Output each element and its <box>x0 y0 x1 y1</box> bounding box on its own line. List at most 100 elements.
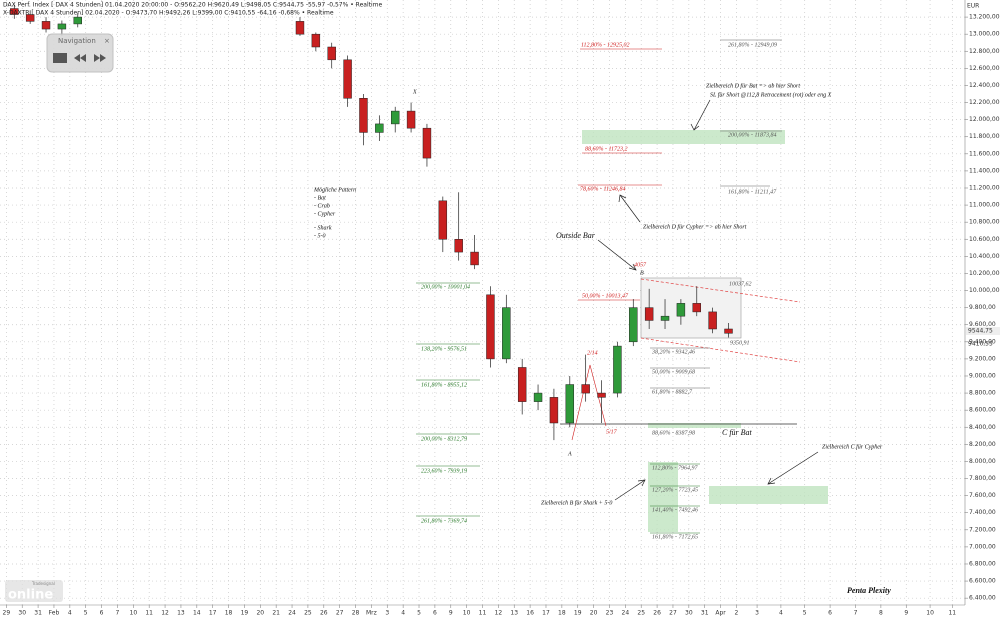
candle-body <box>581 384 590 394</box>
fib-label: 161,80% - 7172,65 <box>652 534 698 540</box>
x-tick-label: 10 <box>463 610 471 617</box>
x-tick-label: 4 <box>779 610 783 617</box>
x-tick-label: 4 <box>68 610 72 617</box>
annotation: 5/17 <box>606 429 618 435</box>
candle-body <box>10 8 19 15</box>
annotation: 4057 <box>634 261 647 268</box>
candle-body <box>454 239 463 253</box>
annotations: X Mögliche Pattern - Bat - Crab - Cypher… <box>313 41 891 594</box>
y-tick-label: 7.600,00 <box>969 492 996 499</box>
x-tick-label: 12 <box>161 610 169 617</box>
x-tick-label: 27 <box>336 610 344 617</box>
y-tick-label: 8.800,00 <box>969 390 996 397</box>
y-tick-label: 12.400,00 <box>969 82 1000 89</box>
grid-icon[interactable] <box>53 53 67 63</box>
x-tick-label: 12 <box>495 610 503 617</box>
y-tick-label: 9.200,00 <box>969 355 996 362</box>
x-tick-label: 28 <box>352 610 360 617</box>
x-tick-label: 27 <box>669 610 677 617</box>
back-icon[interactable] <box>74 54 86 62</box>
y-tick-label: 7.800,00 <box>969 475 996 482</box>
x-tick-label: 11 <box>145 610 153 617</box>
fib-label: 200,00% - 11873,84 <box>728 131 777 138</box>
fib-label: 50,00% - 9009,68 <box>652 369 695 375</box>
candle-body <box>25 14 35 22</box>
candle-body <box>57 23 67 30</box>
logo-text: Tradesignal <box>31 581 55 586</box>
y-tick-label: 13.000,00 <box>969 31 1000 38</box>
logo: Tradesignal online <box>5 580 63 603</box>
y-tick-label: 6.800,00 <box>969 560 996 567</box>
x-tick-label: 25 <box>304 610 312 617</box>
x-tick-label: 7 <box>116 610 120 617</box>
y-tick-label: 9.800,00 <box>969 304 996 311</box>
grid <box>0 0 965 605</box>
y-tick-label: 9.600,00 <box>969 321 996 328</box>
x-tick-label: 5 <box>803 610 807 617</box>
fib-label: 141,40% - 7492,46 <box>652 506 698 513</box>
candle-body <box>644 307 654 321</box>
y-tick-label: 12.000,00 <box>969 116 1000 123</box>
candle-body <box>390 110 400 125</box>
x-tick-label: 16 <box>526 610 534 617</box>
fib-label: 88,60% - 11723,2 <box>585 146 628 152</box>
annotation: A <box>567 451 572 457</box>
y-tick-label: 10.000,00 <box>969 287 1000 294</box>
fib-lines <box>416 39 782 534</box>
candle-body <box>486 294 495 360</box>
forward-icon[interactable] <box>94 54 106 62</box>
annotation: C für Bat <box>722 428 753 437</box>
close-icon[interactable]: × <box>104 37 110 45</box>
x-tick-label: Feb <box>49 610 60 617</box>
y-tick-label: 13.200,00 <box>969 14 1000 21</box>
fib-label: 138,20% - 9576,51 <box>421 346 467 352</box>
fib-label: 161,80% - 11211,47 <box>728 188 777 195</box>
fib-label: 112,80% - 7964,97 <box>652 464 699 471</box>
y-tick-label: 10.400,00 <box>969 253 1000 260</box>
candle-body <box>565 384 575 424</box>
candle-body <box>73 16 82 25</box>
y-tick-label: 10.800,00 <box>969 219 1000 226</box>
navigation-widget[interactable]: Navigation × <box>46 33 114 73</box>
x-tick-label: 14 <box>193 610 201 617</box>
y-tick-label: 8.400,00 <box>969 424 996 431</box>
x-tick-label: 23 <box>606 610 614 617</box>
fib-label: 38,20% - 9342,46 <box>651 348 695 355</box>
target-zone-b-shark <box>648 462 678 532</box>
currency: EUR <box>967 3 979 10</box>
y-tick-label: 9.000,00 <box>969 372 996 379</box>
candle-body <box>422 127 432 159</box>
x-tick-label: 4 <box>401 610 405 617</box>
annotation: SL für Short @112,8 Retracement (rot) od… <box>710 91 832 98</box>
target-zone-c-cypher <box>709 486 828 504</box>
y-tick-label: 10.600,00 <box>969 236 1000 243</box>
signature: Penta Plexity <box>847 586 891 595</box>
trend-line <box>640 337 801 363</box>
candle-body <box>406 110 416 129</box>
x-tick-label: 31 <box>34 610 42 617</box>
fib-label: 61,80% - 8882,7 <box>652 389 693 395</box>
y-tick-label: 12.200,00 <box>969 99 1000 106</box>
outside-bar-box <box>640 277 742 339</box>
x-tick-label: 20 <box>590 610 598 617</box>
annotation: Outside Bar <box>556 231 596 240</box>
fib-label: 78,60% - 11246,84 <box>580 185 626 192</box>
x-tick-label: 20 <box>256 610 264 617</box>
x-tick-label: 6 <box>828 610 832 617</box>
annotation: - 5-0 <box>314 233 326 239</box>
candle-body <box>517 367 527 402</box>
y-tick-label: 11.400,00 <box>969 167 1000 174</box>
x-tick-label: 7 <box>854 610 858 617</box>
x-tick-label: 24 <box>622 610 630 617</box>
last-price: 9410,55 <box>968 341 993 348</box>
candle-body <box>359 98 368 133</box>
x-tick-label: 8 <box>879 610 883 617</box>
annotation: - Cypher <box>314 211 336 217</box>
candle-body <box>311 33 321 48</box>
annotation: Zielbereich B für Shark + 5-0 <box>541 499 612 506</box>
target-zone-d-bat <box>582 130 785 144</box>
x-tick-label: 18 <box>558 610 566 617</box>
header-line: X-DAXTR [ DAX 4 Stunden] 02.04.2020 - O:… <box>3 10 334 17</box>
y-tick-label: 9.400,00 <box>969 338 996 345</box>
